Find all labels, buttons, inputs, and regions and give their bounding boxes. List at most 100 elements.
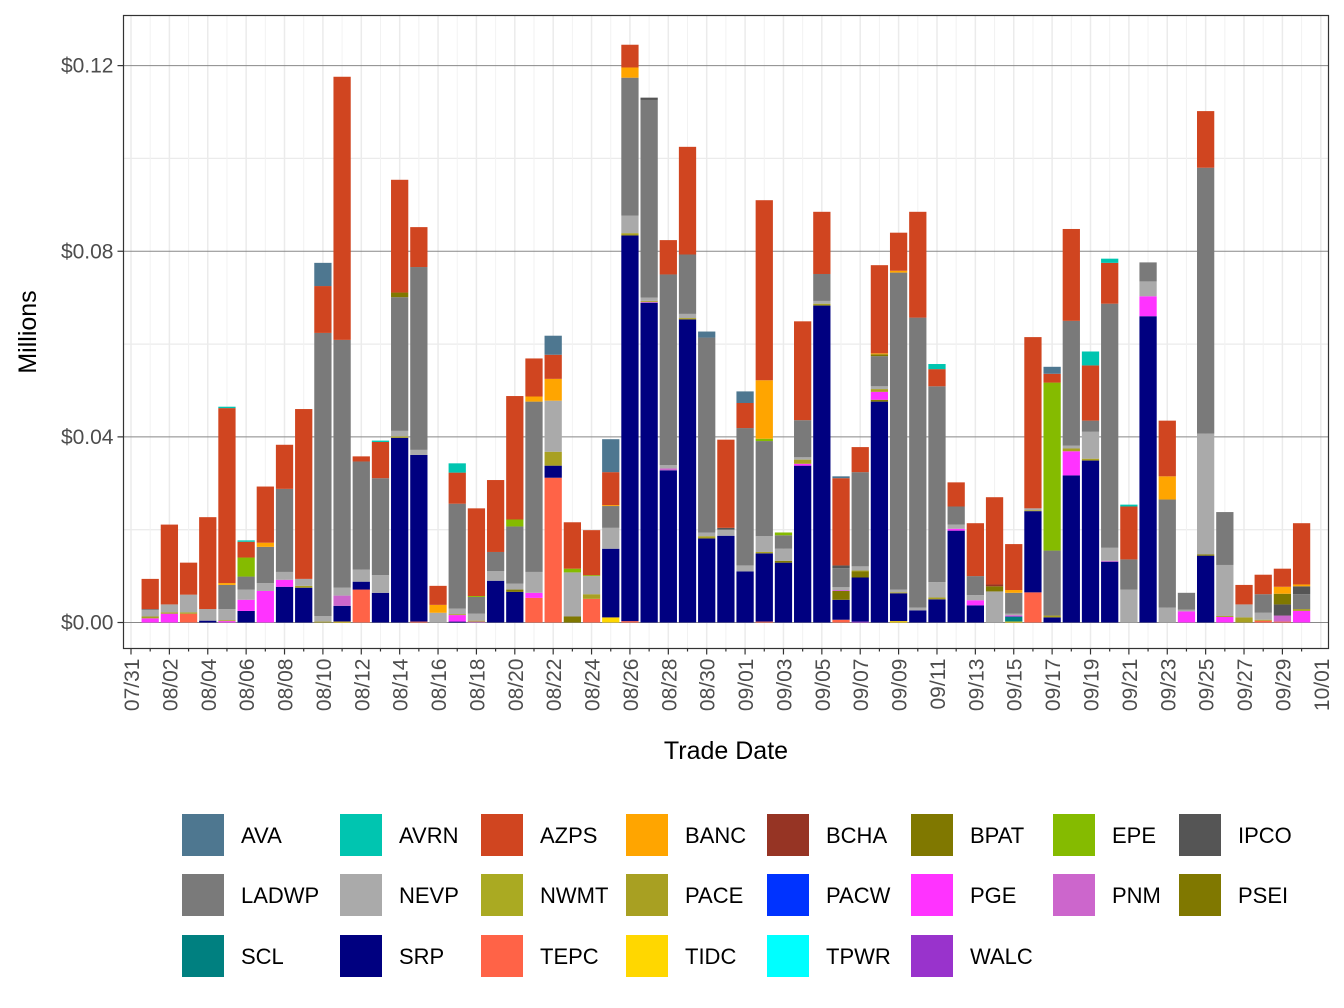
bar-segment-ipco [1273,604,1292,616]
bar-segment-pace [467,620,486,622]
x-tick-label: 09/13 [965,659,988,712]
bar-segment-tidc [1005,621,1023,623]
bar-segment-nevp [314,616,332,622]
bar-segment-azps [179,562,198,595]
legend-key [767,874,809,916]
bar-segment-nevp [218,609,236,621]
bar-segment-azps [736,403,754,429]
bar-segment-azps [429,585,447,605]
bar-segment-bcha [985,584,1004,587]
bar-segment-pace [1062,448,1080,452]
bar-segment-pge [966,600,984,606]
y-axis: $0.00 $0.04 $0.08 $0.12 [61,55,124,635]
bar-segment-pace [1235,617,1253,623]
bar-segment-azps [794,321,812,421]
bar-09-11 [928,364,946,623]
bar-08-05 [218,406,236,623]
legend-item-pace: PACE [626,874,743,916]
bar-segment-nevp [352,569,370,582]
legend-label: PACW [826,883,891,908]
x-tick-label: 08/26 [620,659,643,712]
bar-09-03 [774,532,793,623]
bar-segment-tepc [755,621,773,623]
bar-segment-avrn [371,440,390,442]
legend-key [911,874,953,916]
bar-segment-azps [314,286,332,333]
bar-08-01 [141,578,159,623]
legend-label: BPAT [970,823,1024,848]
bar-segment-azps [1197,111,1215,168]
bar-segment-bpat [391,292,409,298]
bar-segment-nevp [237,589,255,600]
bar-segment-ipco [1292,586,1311,595]
x-tick-label: 08/30 [697,659,720,712]
bar-segment-ladwp [141,609,159,610]
bar-segment-ladwp [256,546,274,584]
bar-segment-ladwp [486,551,505,571]
bar-segment-avrn [928,364,946,370]
bar-segment-epe [506,519,524,527]
bar-segment-banc [525,396,543,402]
bar-segment-azps [1158,420,1176,477]
bar-segment-pge [794,463,812,466]
bar-segment-banc [256,542,274,547]
bar-segment-ladwp [678,254,697,314]
bar-segment-nevp [486,570,505,581]
bar-segment-ava [602,439,620,473]
bar-segment-srp [506,591,524,623]
x-tick-label: 08/08 [275,659,298,712]
bars [141,44,1311,623]
bar-segment-ladwp [1081,420,1100,432]
bar-segment-psei [1197,554,1215,556]
bar-segment-azps [678,146,697,255]
bar-segment-pace [1024,510,1042,512]
legend-label: EPE [1112,823,1156,848]
bar-segment-azps [889,232,908,271]
bar-segment-srp [1197,555,1215,623]
bar-segment-pace [640,300,658,302]
bar-segment-pge [1292,610,1311,623]
bar-09-25 [1197,111,1215,623]
bar-08-17 [448,463,466,623]
x-tick-label: 09/23 [1157,659,1180,712]
legend-label: AZPS [540,823,597,848]
bar-08-03 [179,562,198,623]
bar-segment-srp [832,599,850,620]
bar-segment-azps [525,358,543,397]
bar-segment-azps [1062,228,1080,321]
bar-segment-azps [1273,568,1292,587]
bar-segment-pge [525,592,543,598]
bar-segment-bpat [870,354,889,357]
bar-segment-azps [582,530,601,576]
bar-segment-azps [1101,262,1119,304]
bar-segment-avrn [237,540,255,542]
bar-08-08 [275,444,294,623]
bar-segment-nevp [698,532,716,537]
bar-segment-ladwp [410,267,428,450]
bar-segment-nevp [1216,564,1234,617]
x-tick-label: 07/31 [121,659,144,712]
bar-segment-ladwp [1158,499,1176,608]
bar-08-02 [160,524,179,623]
x-tick-label: 09/09 [889,659,912,712]
bar-segment-srp [486,580,505,623]
bar-segment-nevp [1024,508,1042,511]
bar-segment-pge [218,621,236,623]
bar-segment-psei [774,560,793,563]
bar-segment-ladwp [1216,512,1234,565]
bar-segment-psei [506,589,524,592]
bar-segment-srp [1062,475,1080,623]
bar-segment-nevp [1005,613,1023,616]
bar-segment-nevp [256,583,274,591]
bar-segment-nevp [774,548,793,561]
bar-segment-srp [448,621,466,623]
bar-segment-ladwp [947,506,965,525]
bar-segment-nevp [141,609,159,617]
bar-segment-nevp [1197,433,1215,555]
bar-segment-srp [275,586,294,623]
bar-segment-nevp [1139,281,1157,297]
bar-segment-srp [1043,617,1061,623]
bar-segment-nevp [525,571,543,593]
bar-segment-pnm [832,590,850,591]
bar-09-16 [1024,337,1042,623]
